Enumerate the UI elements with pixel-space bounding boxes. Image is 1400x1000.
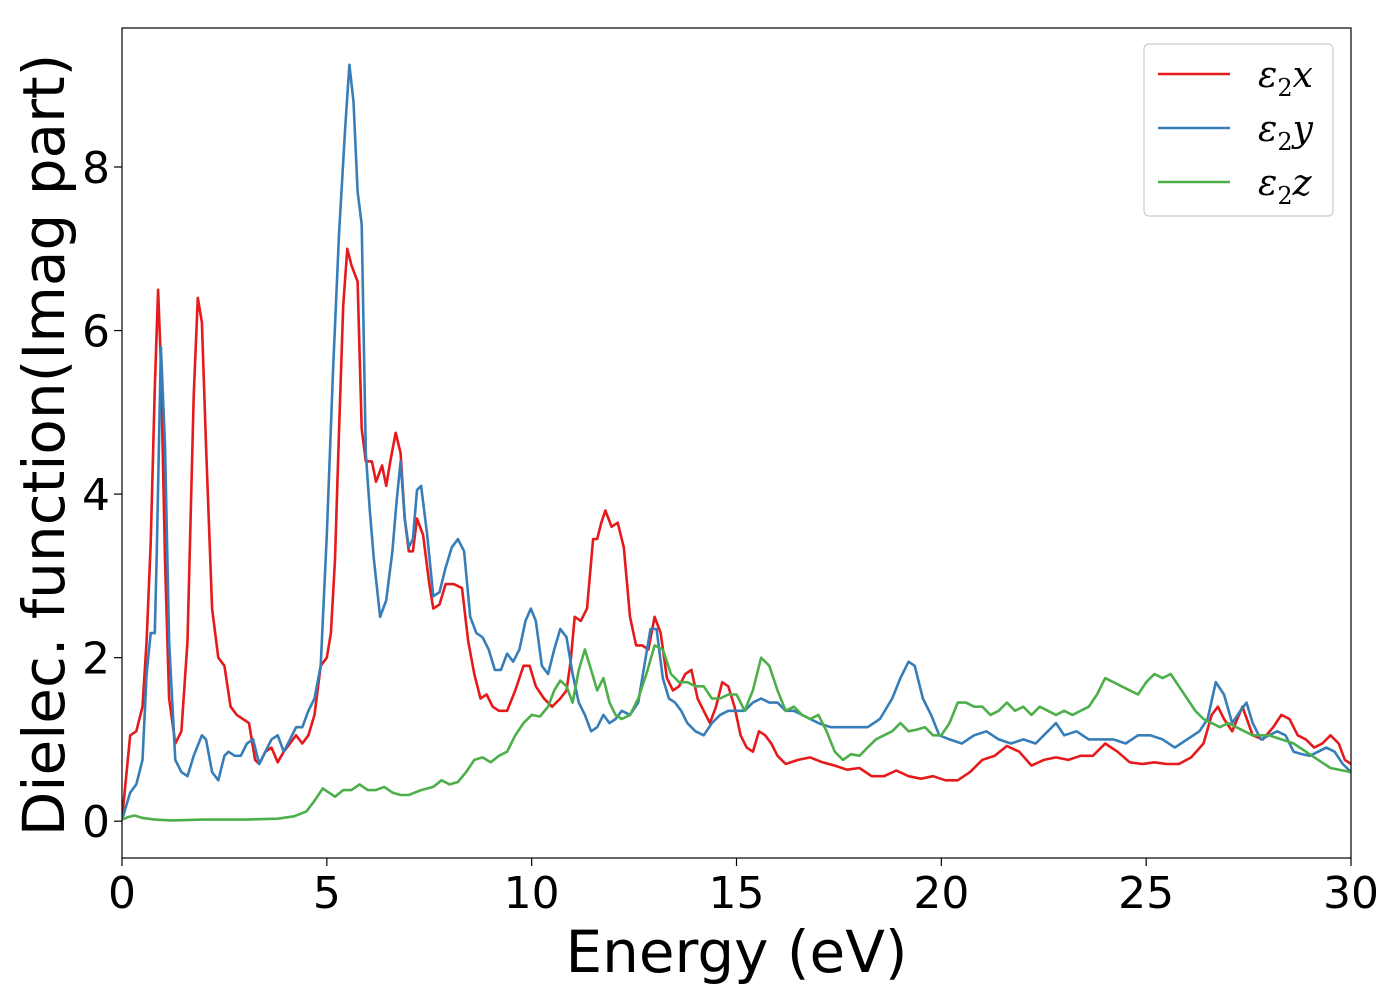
legend-symbol: ε [1258, 109, 1277, 150]
y-tick-label: 2 [82, 634, 110, 685]
y-tick-label: 8 [82, 143, 110, 194]
y-tick-label: 0 [82, 797, 110, 848]
legend-subscript: 2 [1277, 74, 1292, 102]
series-layer [122, 63, 1351, 822]
y-axis: 0 2 4 6 8 [82, 143, 122, 848]
legend-label-x: ε2x [1258, 55, 1313, 102]
x-tick-label: 10 [504, 868, 560, 919]
x-tick-label: 0 [108, 868, 136, 919]
legend-subscript: 2 [1277, 182, 1292, 210]
legend-suffix: x [1293, 55, 1313, 96]
x-tick-label: 5 [313, 868, 341, 919]
legend-suffix: z [1292, 163, 1313, 204]
legend-suffix: y [1291, 109, 1314, 150]
series-line-x [122, 247, 1351, 820]
x-tick-label: 25 [1118, 868, 1174, 919]
legend-box [1143, 43, 1334, 217]
x-axis-title: Energy (eV) [565, 918, 907, 986]
series-line-z [122, 644, 1351, 822]
x-tick-label: 20 [913, 868, 969, 919]
legend-symbol: ε [1258, 163, 1277, 204]
x-axis: 0 5 10 15 20 25 30 [108, 858, 1379, 919]
x-tick-label: 30 [1323, 868, 1379, 919]
y-tick-label: 4 [82, 470, 110, 521]
legend-label-z: ε2z [1258, 163, 1313, 210]
y-axis-title: Dielec. function(Imag part) [10, 54, 78, 837]
legend-label-y: ε2y [1258, 109, 1314, 156]
legend-subscript: 2 [1277, 128, 1292, 156]
legend-symbol: ε [1258, 55, 1277, 96]
x-tick-label: 15 [709, 868, 765, 919]
series-line-y [122, 63, 1351, 820]
y-tick-label: 6 [82, 307, 110, 358]
